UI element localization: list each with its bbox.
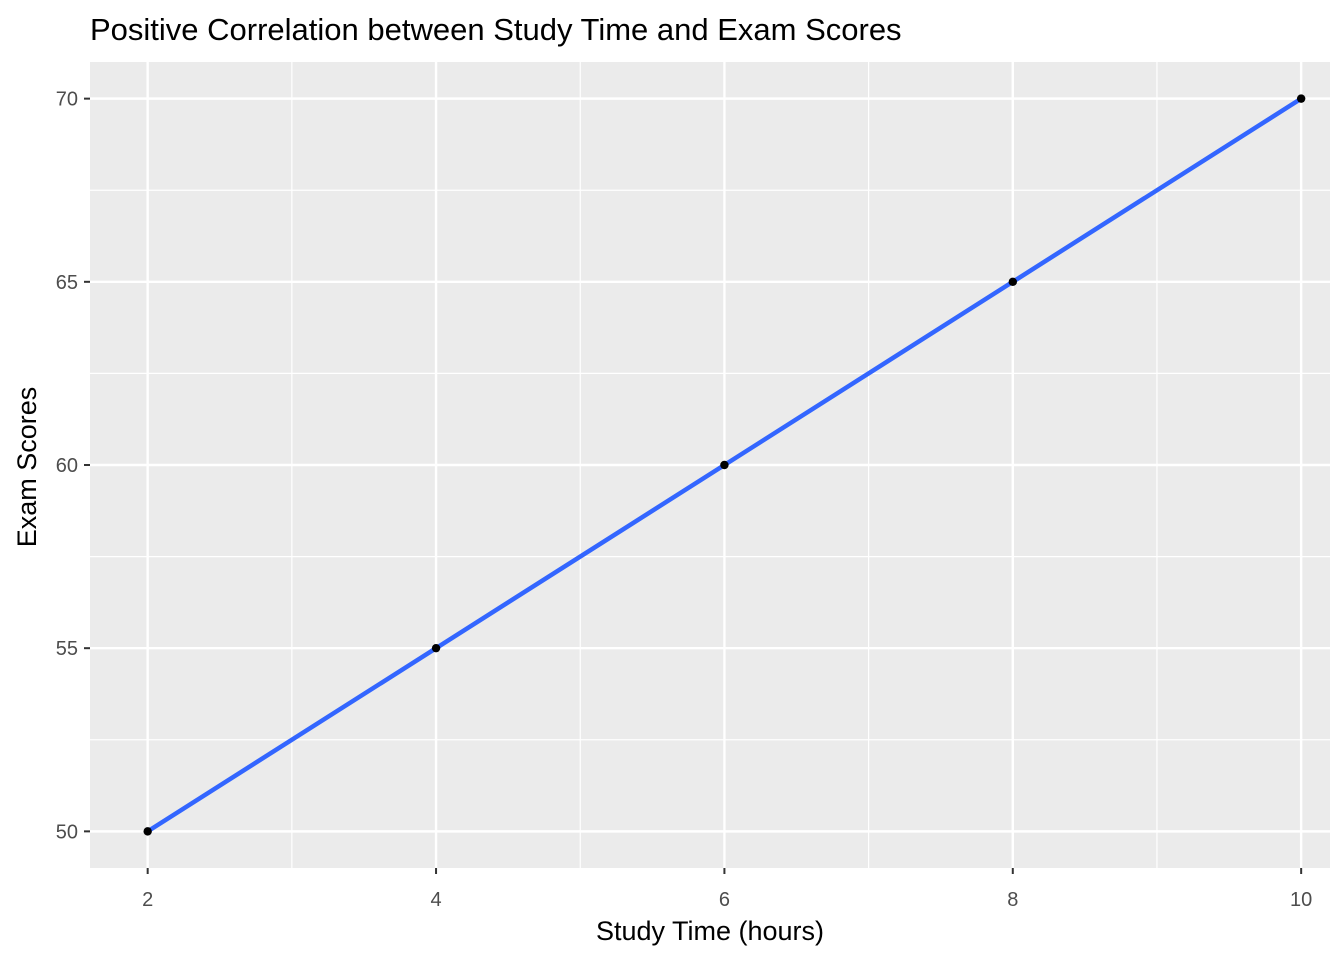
y-tick-label: 50 bbox=[56, 821, 78, 843]
x-tick-label: 2 bbox=[142, 889, 153, 911]
y-axis-label: Exam Scores bbox=[12, 387, 42, 548]
data-point bbox=[720, 460, 729, 470]
data-point bbox=[1008, 277, 1017, 287]
data-point bbox=[431, 643, 441, 653]
y-tick-label: 65 bbox=[56, 272, 78, 294]
x-axis-label: Study Time (hours) bbox=[596, 916, 824, 946]
x-tick-label: 8 bbox=[1007, 889, 1018, 911]
y-axis-ticks: 50 55 60 65 70 bbox=[56, 89, 90, 843]
x-axis-ticks: 2 4 6 8 10 bbox=[142, 868, 1312, 911]
x-tick-label: 6 bbox=[719, 889, 730, 911]
y-tick-label: 60 bbox=[56, 455, 78, 477]
data-point bbox=[1296, 94, 1306, 103]
y-tick-label: 55 bbox=[56, 638, 78, 660]
data-point bbox=[143, 827, 152, 836]
chart-title: Positive Correlation between Study Time … bbox=[90, 12, 902, 47]
y-tick-label: 70 bbox=[56, 89, 78, 111]
x-tick-label: 10 bbox=[1290, 889, 1312, 911]
data-points bbox=[143, 94, 1306, 836]
x-tick-label: 4 bbox=[430, 889, 441, 911]
